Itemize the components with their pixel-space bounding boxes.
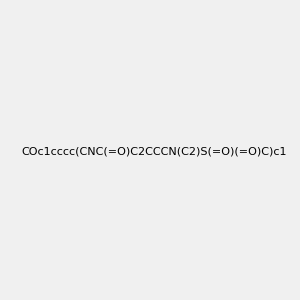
Text: COc1cccc(CNC(=O)C2CCCN(C2)S(=O)(=O)C)c1: COc1cccc(CNC(=O)C2CCCN(C2)S(=O)(=O)C)c1: [21, 146, 286, 157]
